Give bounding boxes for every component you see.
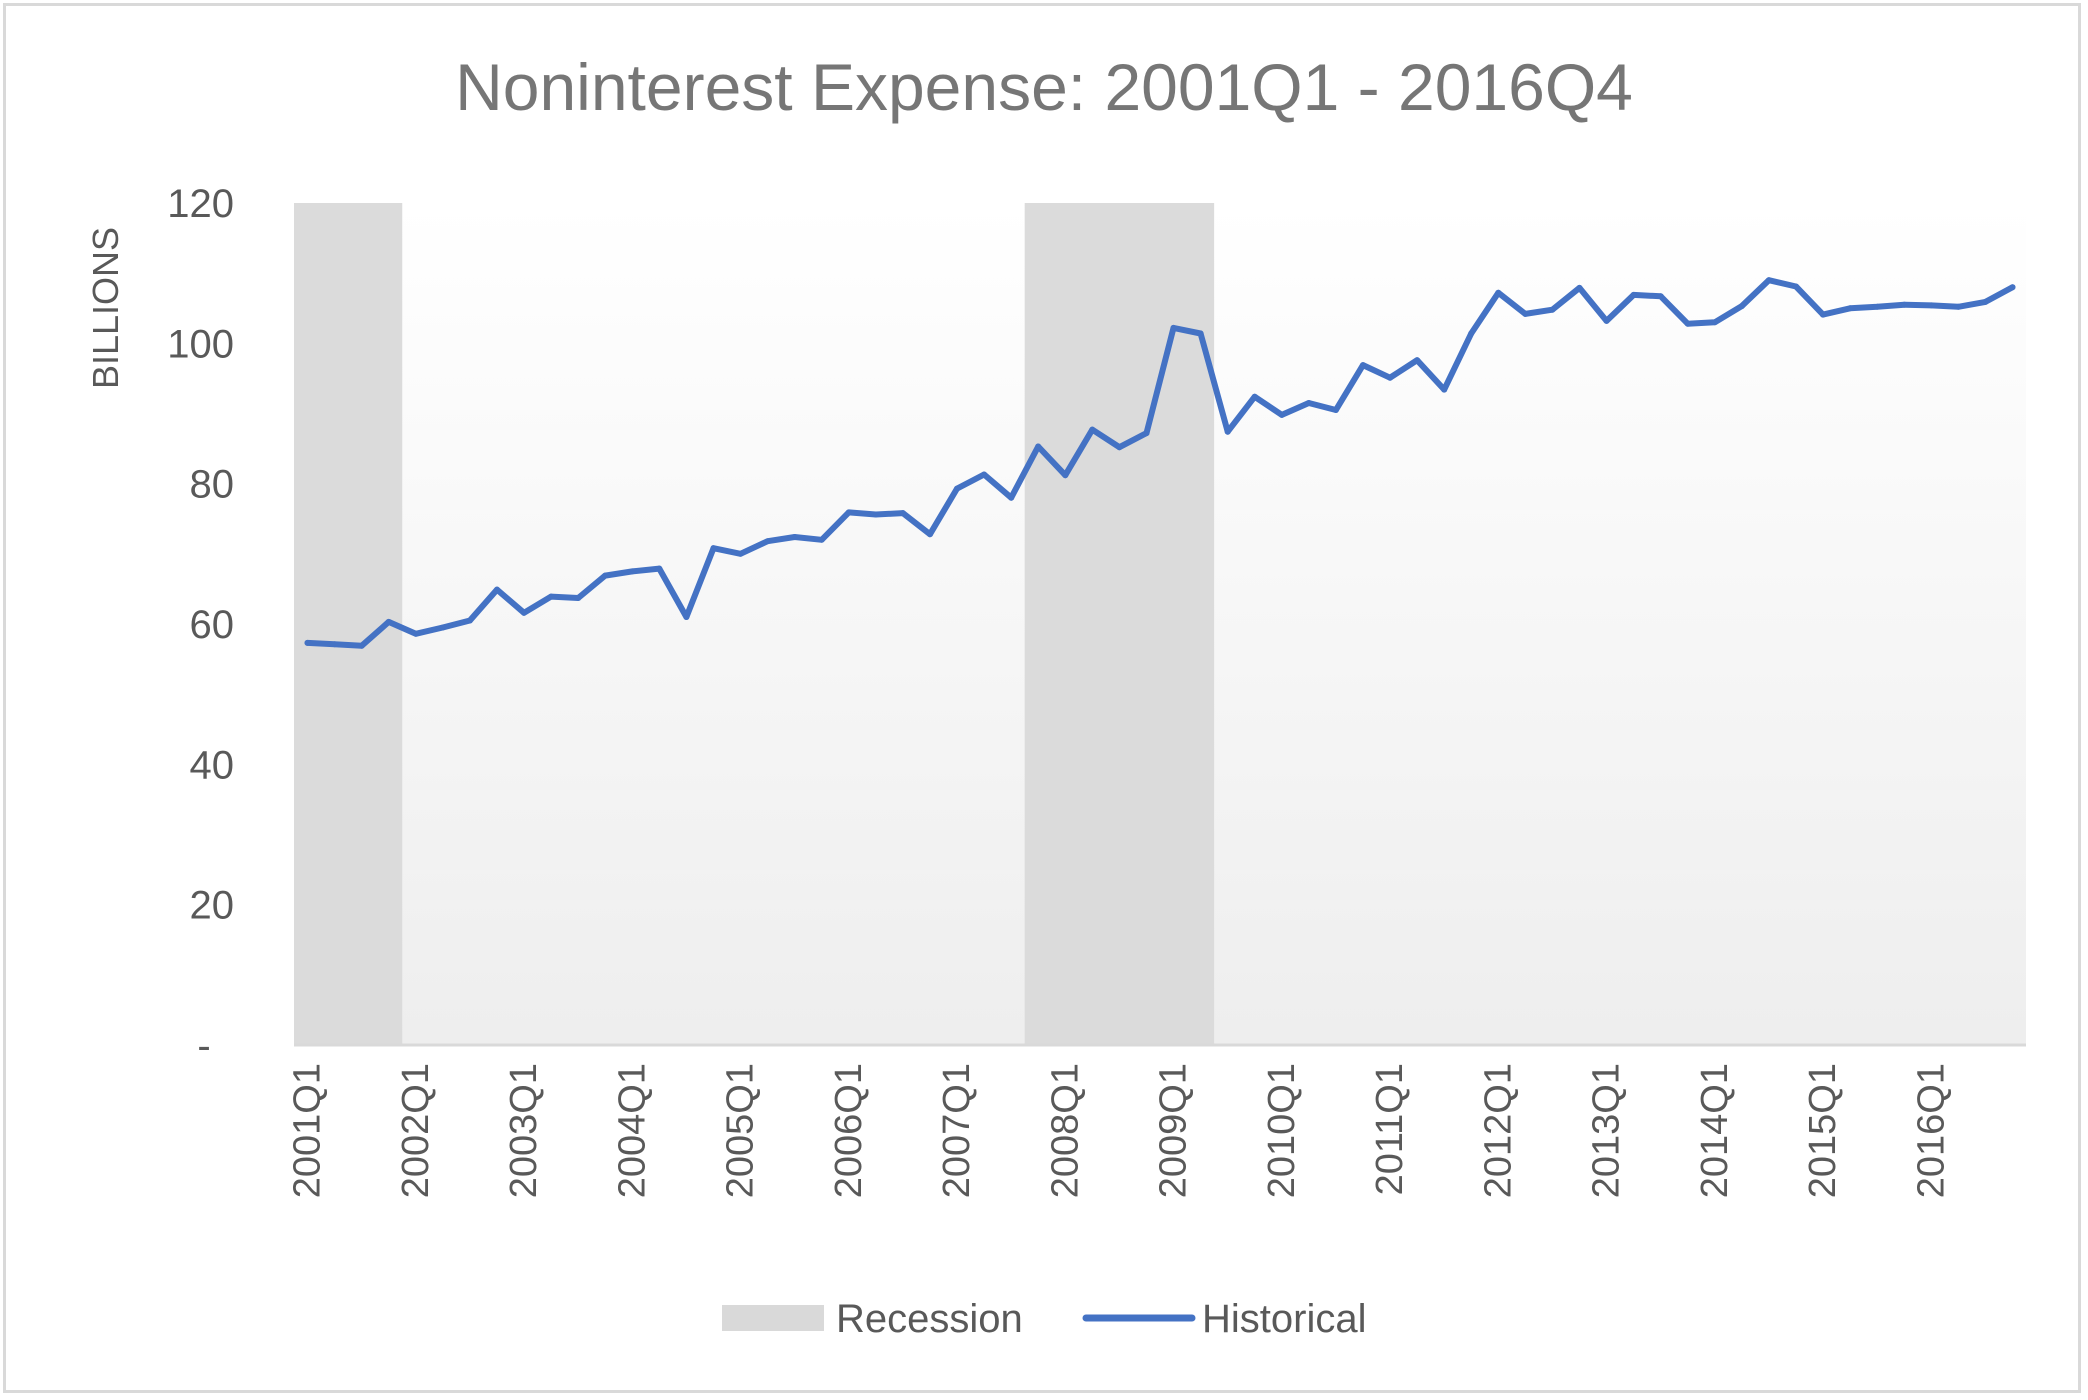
data-point [1089,426,1096,433]
data-point [1901,301,1908,308]
x-tick-label: 2007Q1 [936,1063,978,1198]
data-point [899,510,906,517]
data-point [818,536,825,543]
x-tick-label: 2012Q1 [1477,1063,1519,1198]
x-tick-label: 2015Q1 [1802,1063,1844,1198]
data-point [1170,324,1177,331]
x-axis-ticks: 2001Q1 2002Q1 2003Q1 2004Q1 2005Q1 2006Q1 2007… [287,1063,1953,1198]
chart-title: Noninterest Expense: 2001Q1 - 2016Q4 [455,50,1633,124]
y-tick-label: 20 [190,884,235,928]
series-line-historical [304,277,2016,649]
data-point [845,509,852,516]
legend-historical-label: Historical [1202,1297,1366,1341]
data-point [1468,330,1475,337]
data-point [1387,374,1393,381]
x-tick-label: 2013Q1 [1586,1063,1628,1198]
data-point [1765,277,1772,284]
series-lines [304,277,2016,649]
data-point [1197,330,1204,337]
data-point [385,618,392,625]
legend-recession-label: Recession [836,1297,1023,1341]
y-axis-ticks: - 20 40 60 80 100 120 [167,182,234,1068]
legend-recession-swatch [722,1305,824,1331]
y-tick-label: 100 [167,322,234,366]
data-point [602,572,609,579]
data-point [927,531,933,538]
data-point [1224,428,1231,435]
data-point [683,614,690,620]
data-point [1820,311,1826,318]
data-point [1603,317,1610,324]
y-tick-label: 40 [190,743,235,787]
data-point [412,630,419,637]
data-point [1847,305,1854,312]
data-point [1793,283,1799,290]
data-point [710,545,717,552]
x-tick-label: 2003Q1 [503,1063,545,1198]
data-point [954,485,960,492]
x-tick-label: 2011Q1 [1369,1063,1411,1195]
data-point [656,565,663,572]
data-point [764,538,771,545]
data-point [1305,400,1312,406]
x-tick-label: 2009Q1 [1153,1063,1195,1198]
x-tick-label: 2014Q1 [1694,1063,1736,1198]
y-tick-label: 60 [190,603,235,647]
data-point [1278,411,1285,418]
data-point [1035,443,1042,450]
y-tick-label: - [197,1024,210,1068]
data-point [872,511,879,518]
data-point [358,642,365,649]
x-tick-label: 2005Q1 [720,1063,762,1198]
data-point [1576,284,1583,291]
x-tick-label: 2008Q1 [1044,1063,1086,1198]
data-point [791,534,798,540]
data-point [1955,303,1962,310]
data-point [1441,386,1448,393]
data-point [521,609,527,616]
legend: Recession Historical [722,1297,1366,1341]
data-point [1684,320,1691,327]
data-point [1874,303,1881,310]
data-point [1738,303,1745,310]
x-tick-label: 2010Q1 [1261,1063,1303,1198]
data-point [737,550,744,557]
data-point [629,568,636,575]
data-point [1008,494,1015,501]
data-point [439,624,446,631]
y-tick-label: 80 [190,463,235,507]
y-axis-label: BILLIONS [85,227,126,389]
data-point [304,639,311,646]
data-point [1332,407,1339,413]
data-point [1928,302,1935,309]
y-tick-label: 120 [167,182,234,226]
data-point [981,471,988,478]
data-point [1630,291,1637,298]
data-point [548,593,555,600]
data-point [1251,393,1258,400]
data-point [494,586,500,593]
data-point [1116,444,1123,451]
x-tick-label: 2002Q1 [395,1063,437,1198]
x-tick-label: 2006Q1 [828,1063,870,1198]
data-point [1522,310,1529,317]
data-point [1549,306,1556,313]
x-tick-label: 2016Q1 [1910,1063,1952,1198]
data-point [466,617,473,624]
x-tick-label: 2001Q1 [287,1063,329,1198]
recession-band [1024,203,1215,1045]
data-point [575,595,582,601]
data-point [1495,289,1502,296]
data-point [2009,284,2016,291]
data-point [1711,319,1718,326]
data-point [1657,293,1664,300]
data-point [331,641,338,648]
data-point [1062,472,1069,479]
x-tick-label: 2004Q1 [611,1063,653,1198]
data-point [1982,298,1989,305]
data-point [1143,430,1150,437]
data-point [1360,362,1366,369]
data-point [1414,357,1421,364]
